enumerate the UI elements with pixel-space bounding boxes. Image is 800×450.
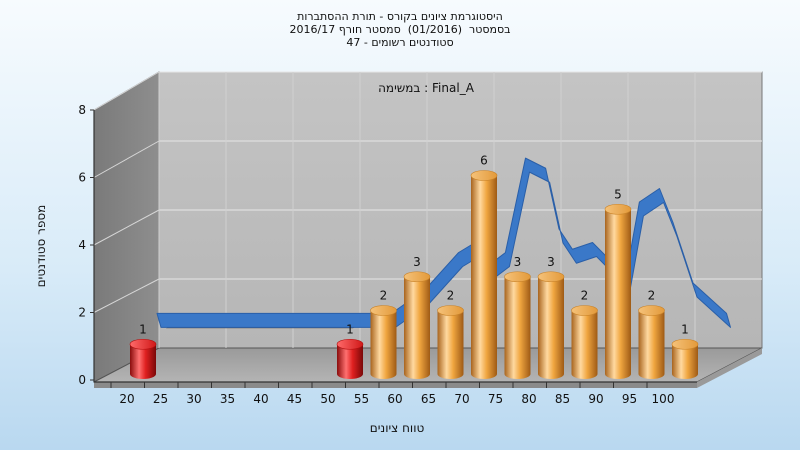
x-axis-title: טווח ציונים — [370, 421, 425, 435]
x-tick-label: 60 — [387, 392, 402, 406]
x-tick-label: 35 — [220, 392, 235, 406]
bar-top — [470, 170, 498, 181]
x-tick-label: 30 — [186, 392, 201, 406]
data-label: 1 — [346, 322, 354, 336]
x-tick-label: 95 — [622, 392, 637, 406]
bar-body — [130, 344, 156, 379]
x-tick-label: 25 — [153, 392, 168, 406]
gridline-side — [93, 140, 160, 178]
data-label: 3 — [413, 255, 421, 269]
bar-top — [336, 338, 364, 350]
data-label: 3 — [514, 255, 522, 269]
bar-50: 1 — [336, 322, 364, 379]
bar-80: 3 — [537, 255, 565, 379]
bar-body — [471, 175, 497, 379]
bar-body — [504, 276, 531, 379]
bar-body — [370, 310, 397, 379]
bar-top — [437, 305, 464, 316]
bar-top — [571, 305, 598, 316]
x-tick-label: 75 — [488, 392, 503, 406]
bar-body — [437, 310, 464, 379]
bar-top — [403, 271, 431, 283]
bar-body — [672, 344, 698, 379]
x-tick-label: 50 — [320, 392, 335, 406]
x-tick-label: 40 — [253, 392, 268, 406]
y-axis-title: מספר סטודנטים — [34, 205, 48, 288]
x-tick-label: 55 — [354, 392, 369, 406]
bar-body — [404, 276, 430, 379]
chart-title-block: היסטוגרמת ציונים בקורס - תורת ההסתברות ב… — [0, 10, 800, 49]
right-floor-edge — [697, 348, 762, 388]
bar-20: 1 — [129, 322, 157, 379]
bar-top — [129, 338, 157, 350]
gridline-side — [93, 209, 160, 246]
bar-85: 2 — [571, 289, 598, 379]
data-label: 5 — [614, 187, 622, 201]
bar-75: 3 — [504, 255, 531, 379]
data-label: 2 — [648, 289, 656, 303]
x-tick-label: 85 — [555, 392, 570, 406]
y-tick-label: 2 — [78, 306, 86, 320]
x-tick-label: 45 — [287, 392, 302, 406]
y-tick-label: 8 — [78, 103, 86, 117]
bar-body — [571, 310, 598, 379]
bar-55: 2 — [370, 289, 397, 379]
x-tick-label: 80 — [521, 392, 536, 406]
chart-title: היסטוגרמת ציונים בקורס - תורת ההסתברות — [297, 10, 503, 23]
data-label: 2 — [581, 289, 589, 303]
bar-top — [671, 338, 699, 350]
data-label: 1 — [139, 322, 147, 336]
x-tick-label: 65 — [421, 392, 436, 406]
bar-70: 6 — [470, 154, 498, 379]
bar-100: 1 — [671, 322, 699, 379]
gridline-side — [93, 71, 160, 111]
bar-body — [605, 209, 631, 379]
x-tick-label: 20 — [119, 392, 134, 406]
y-tick-label: 6 — [78, 171, 86, 185]
data-label: 3 — [547, 255, 555, 269]
bar-top — [638, 305, 665, 316]
chart-subtitle: בסמסטר (01/2016) סמסטר חורף 2016/17 — [289, 23, 511, 36]
bar-95: 2 — [638, 289, 665, 379]
bar-body — [538, 276, 564, 379]
bar-65: 2 — [437, 289, 464, 379]
y-tick-label: 0 — [78, 373, 86, 387]
x-tick-label: 100 — [652, 392, 675, 406]
bar-60: 3 — [403, 255, 431, 379]
x-tick-label: 70 — [454, 392, 469, 406]
bar-body — [337, 344, 363, 379]
data-label: 2 — [447, 289, 455, 303]
bar-top — [604, 203, 632, 215]
bar-layer: 1 1 2 3 2 6 3 3 2 5 2 1 — [129, 154, 699, 379]
front-floor-edge — [94, 382, 697, 388]
bar-90: 5 — [604, 187, 632, 379]
bar-body — [638, 310, 665, 379]
bar-top — [537, 271, 565, 283]
data-label: 2 — [380, 289, 388, 303]
x-tick-label: 90 — [588, 392, 603, 406]
annotation-label: במשימה : Final_A — [378, 81, 475, 95]
y-tick-label: 4 — [78, 238, 86, 252]
chart-subtitle-2: סטודנטים רשומים - 47 — [346, 36, 454, 49]
gridline-side — [93, 278, 160, 313]
data-label: 1 — [681, 322, 689, 336]
bar-top — [504, 271, 531, 283]
data-label: 6 — [480, 154, 488, 168]
bar-top — [370, 305, 397, 316]
